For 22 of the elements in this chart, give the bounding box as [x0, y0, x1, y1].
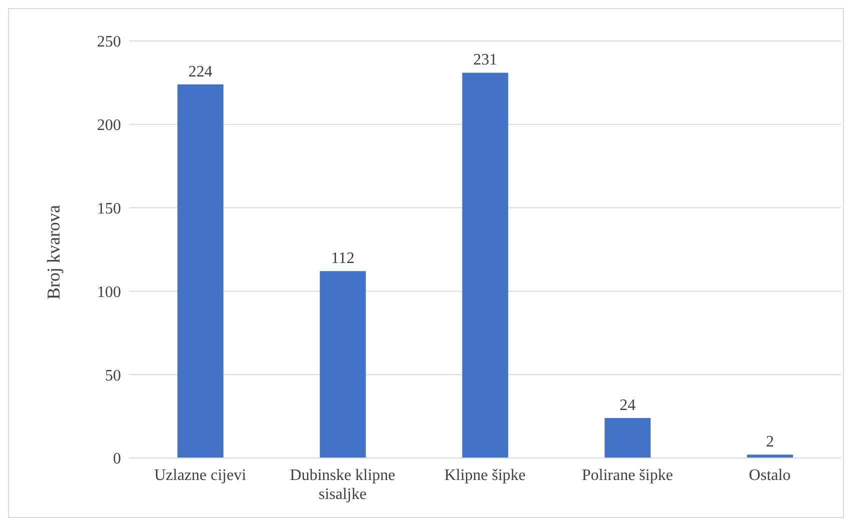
x-tick-label: Polirane šipke	[582, 467, 673, 484]
bar	[747, 454, 794, 458]
y-tick-label: 200	[97, 117, 121, 134]
y-tick-label: 0	[113, 450, 121, 468]
x-tick-label: Klipne šipke	[444, 467, 526, 484]
y-tick-label: 50	[105, 367, 121, 384]
y-axis-title: Broj kvarova	[43, 205, 64, 300]
data-label: 2	[766, 434, 774, 451]
y-tick-label: 100	[97, 284, 121, 301]
bar	[320, 271, 366, 458]
data-label: 112	[331, 250, 355, 268]
x-tick-label: Dubinske klipne sisaljke	[290, 467, 396, 503]
bar	[177, 84, 224, 458]
data-label: 24	[620, 396, 636, 414]
bar	[604, 418, 651, 458]
x-tick-label: Uzlazne cijevi	[154, 467, 247, 484]
y-tick-label: 250	[97, 34, 121, 51]
data-label: 224	[188, 63, 212, 80]
bar	[462, 72, 508, 458]
data-label: 231	[473, 52, 498, 69]
x-tick-label: Ostalo	[748, 467, 791, 484]
y-tick-label: 150	[97, 200, 121, 218]
